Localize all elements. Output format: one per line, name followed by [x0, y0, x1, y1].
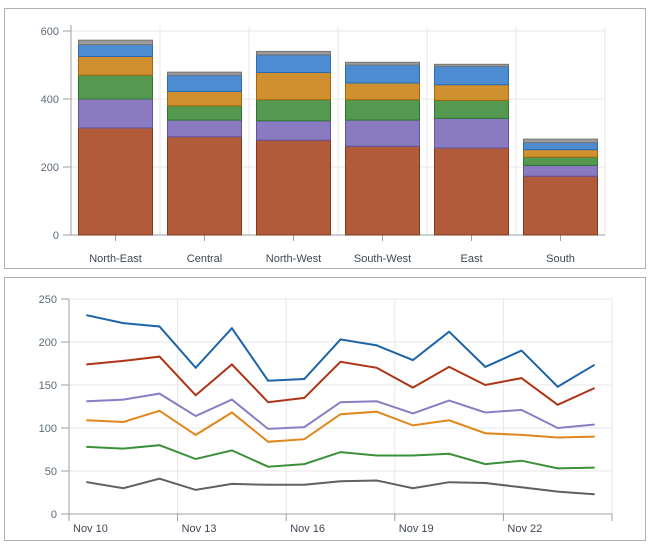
bar-segment-blue-south[interactable]	[523, 142, 598, 151]
bar-segment-gray-central[interactable]	[167, 71, 242, 76]
bar-segment-gray-north-west[interactable]	[256, 50, 331, 56]
stacked-bar-chart: 0 200 400 600 North-East Central North-West Sou…	[41, 25, 606, 265]
bar-segment-green-north-west[interactable]	[256, 99, 331, 122]
bar-segment-green-south[interactable]	[523, 156, 598, 166]
bar-segment-orange-north-west[interactable]	[256, 71, 331, 101]
y-axis-label: 400	[41, 94, 59, 106]
bar-segment-orange-east[interactable]	[434, 84, 509, 101]
bar-segment-orange-south-west[interactable]	[345, 82, 420, 101]
bar-segment-purple-central[interactable]	[167, 119, 242, 138]
bar-segment-blue-south-west[interactable]	[345, 64, 420, 84]
bar-segment-rust-south[interactable]	[523, 175, 598, 236]
line-blue[interactable]	[86, 314, 595, 388]
bar-segment-orange-central[interactable]	[167, 91, 242, 107]
y-axis-label: 0	[53, 230, 59, 242]
line-purple[interactable]	[86, 392, 595, 430]
bar-segment-gray-east[interactable]	[434, 63, 509, 67]
y-axis-label: 200	[39, 337, 57, 349]
bar-segment-blue-north-west[interactable]	[256, 54, 331, 73]
bar-segment-gray-north-east[interactable]	[78, 39, 153, 46]
bar-segment-green-central[interactable]	[167, 105, 242, 121]
y-axis-label: 100	[39, 423, 57, 435]
x-axis-label: Nov 16	[290, 523, 325, 535]
bar-segment-green-north-east[interactable]	[78, 74, 153, 100]
x-axis-label: Nov 22	[507, 523, 542, 535]
x-axis-label: East	[460, 253, 482, 265]
bar-segment-purple-north-west[interactable]	[256, 120, 331, 141]
y-axis-label: 50	[45, 466, 57, 478]
x-axis-label: North-West	[266, 253, 321, 265]
bar-segment-orange-south[interactable]	[523, 149, 598, 158]
bar-segment-purple-south-west[interactable]	[345, 119, 420, 147]
y-axis-label: 250	[39, 294, 57, 306]
bar-segment-rust-central[interactable]	[167, 136, 242, 236]
line-chart: 0 50 100 150 200 250 Nov 10 Nov 13 Nov 16 Nov 19 N…	[39, 294, 613, 535]
bar-segment-rust-north-east[interactable]	[78, 127, 153, 236]
bar-segment-rust-east[interactable]	[434, 147, 509, 236]
y-axis-label: 600	[41, 26, 59, 38]
x-axis-label: Central	[187, 253, 222, 265]
line-red[interactable]	[86, 355, 595, 406]
line-green[interactable]	[86, 444, 595, 470]
line-gray[interactable]	[86, 477, 595, 496]
y-axis-label: 200	[41, 162, 59, 174]
bar-segment-blue-north-east[interactable]	[78, 44, 153, 57]
y-axis-label: 150	[39, 380, 57, 392]
bar-segment-green-south-west[interactable]	[345, 99, 420, 121]
x-axis-label: Nov 10	[73, 523, 108, 535]
bar-segment-green-east[interactable]	[434, 99, 509, 119]
bar-segment-purple-east[interactable]	[434, 117, 509, 149]
bar-segment-purple-south[interactable]	[523, 164, 598, 177]
bar-segment-gray-south-west[interactable]	[345, 61, 420, 66]
x-axis-label: North-East	[89, 253, 142, 265]
bar-segment-gray-south[interactable]	[523, 138, 598, 144]
bar-segment-orange-north-east[interactable]	[78, 56, 153, 76]
bar-segment-purple-north-east[interactable]	[78, 98, 153, 129]
x-axis-label: Nov 19	[399, 523, 434, 535]
line-chart-panel: 0 50 100 150 200 250 Nov 10 Nov 13 Nov 16 Nov 19 N…	[4, 277, 646, 541]
stacked-bar-chart-panel: 0 200 400 600 North-East Central North-West Sou…	[4, 8, 646, 269]
y-axis-label: 0	[51, 509, 57, 521]
line-orange[interactable]	[86, 409, 595, 443]
bar-segment-blue-east[interactable]	[434, 65, 509, 86]
bar-segment-rust-south-west[interactable]	[345, 145, 420, 236]
x-axis-label: South-West	[354, 253, 411, 265]
bar-segment-rust-north-west[interactable]	[256, 139, 331, 236]
bar-segment-blue-central[interactable]	[167, 74, 242, 93]
x-axis-label: Nov 13	[182, 523, 217, 535]
x-axis-label: South	[546, 253, 575, 265]
